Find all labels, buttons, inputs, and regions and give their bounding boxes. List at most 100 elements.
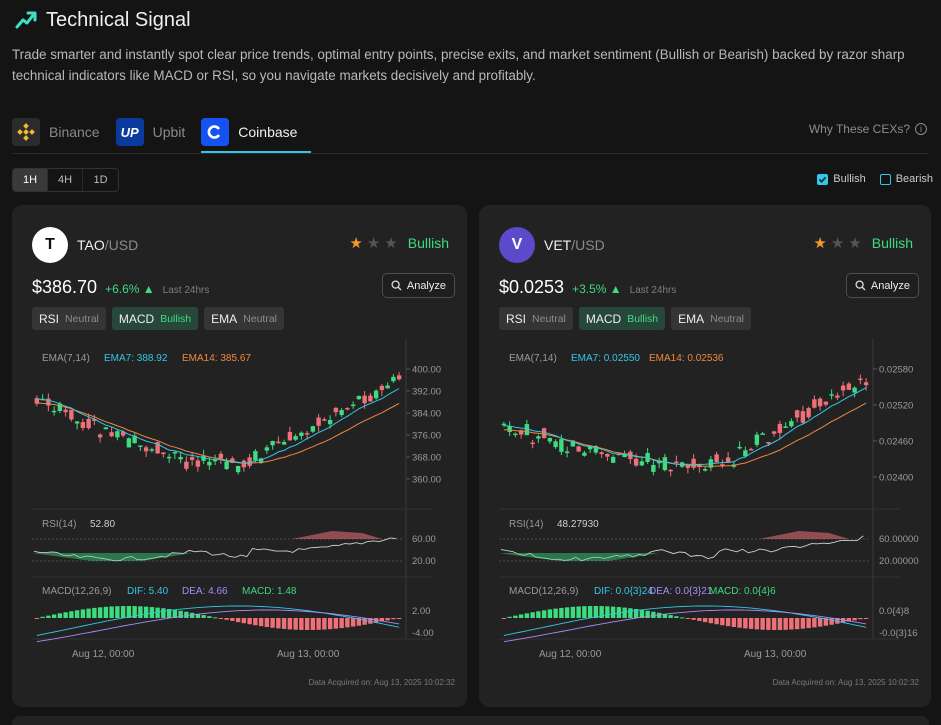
macd-label: MACD(12,26,9) bbox=[509, 586, 578, 597]
price-chart[interactable]: 400.00 392.00 384.00 376.00 368.00 360.00 EMA(… bbox=[32, 339, 452, 674]
macd-histogram-bar bbox=[685, 618, 691, 619]
checkbox-checked-icon[interactable] bbox=[817, 173, 829, 185]
arrow-up-icon: ▲ bbox=[609, 282, 622, 296]
candle-body bbox=[817, 398, 823, 407]
macd-histogram-bar bbox=[172, 609, 178, 618]
candle-body bbox=[570, 440, 576, 447]
macd-histogram-bar bbox=[120, 606, 126, 618]
checkbox-unchecked-icon[interactable] bbox=[879, 173, 891, 185]
macd-histogram-bar bbox=[103, 606, 109, 618]
price-row: $0.0253 +3.5% ▲ Last 24hrs bbox=[499, 277, 676, 298]
rsi-overbought-area bbox=[292, 531, 382, 539]
coinbase-icon bbox=[201, 118, 230, 146]
candle-body bbox=[212, 459, 218, 462]
candle-body bbox=[63, 409, 68, 413]
candle-body bbox=[858, 378, 863, 381]
candle-body bbox=[812, 399, 817, 408]
macd-histogram-bar bbox=[241, 618, 247, 624]
price-tick-label: 360.00 bbox=[412, 475, 441, 486]
dif-value: DIF: 0.0{3}24 bbox=[594, 586, 653, 597]
macd-histogram-bar bbox=[858, 618, 863, 620]
candle-body bbox=[299, 432, 304, 436]
candle-body bbox=[385, 385, 390, 389]
timeframe-1d[interactable]: 1D bbox=[93, 174, 108, 186]
price-tick-label: 0.02460 bbox=[879, 437, 913, 448]
search-icon bbox=[391, 280, 402, 291]
timeframe-4h[interactable]: 4H bbox=[48, 169, 83, 191]
candle-body bbox=[541, 428, 547, 439]
macd-histogram-bar bbox=[189, 612, 195, 618]
macd-histogram-bar bbox=[230, 618, 235, 621]
macd-histogram-bar bbox=[697, 618, 702, 621]
macd-histogram-bar bbox=[138, 606, 143, 618]
indicator-name: RSI bbox=[39, 311, 60, 326]
candle-body bbox=[702, 469, 708, 471]
price-tick-label: 376.00 bbox=[412, 431, 441, 442]
candle-body bbox=[189, 457, 195, 460]
candle-body bbox=[138, 445, 143, 447]
tab-coinbase[interactable]: Coinbase bbox=[201, 112, 312, 153]
rsi-tick-label: 60.00000 bbox=[879, 534, 919, 545]
candle-body bbox=[207, 461, 212, 466]
dea-line bbox=[36, 609, 400, 643]
macd-badge: MACD Bullish bbox=[578, 307, 666, 330]
tab-upbit[interactable]: UP Upbit bbox=[115, 112, 200, 152]
candle-body bbox=[518, 430, 524, 435]
price-tick-label: 392.00 bbox=[412, 387, 441, 398]
candle-body bbox=[224, 461, 229, 470]
candle-body bbox=[74, 421, 80, 424]
macd-histogram-bar bbox=[760, 618, 765, 630]
timeframe-1h[interactable]: 1H bbox=[13, 169, 48, 191]
candle-body bbox=[633, 458, 639, 466]
candle-body bbox=[754, 434, 760, 445]
rsi-value: 52.80 bbox=[90, 519, 115, 530]
filter-bullish[interactable]: Bullish bbox=[817, 173, 866, 185]
candle-body bbox=[195, 460, 201, 467]
pair-header: V VET/USD bbox=[499, 227, 605, 263]
candle-body bbox=[92, 419, 97, 421]
indicator-name: MACD bbox=[585, 311, 622, 326]
price-chart[interactable]: 0.02580 0.02520 0.02460 0.02400 EMA(7,14) EMA… bbox=[499, 339, 919, 674]
why-cex-link[interactable]: Why These CEXs? i bbox=[809, 122, 927, 136]
candle-body bbox=[806, 408, 811, 418]
macd-histogram-bar bbox=[783, 618, 788, 630]
macd-histogram-bar bbox=[806, 618, 811, 629]
macd-histogram-bar bbox=[593, 606, 599, 618]
analyze-button[interactable]: Analyze bbox=[845, 273, 919, 298]
macd-histogram-bar bbox=[863, 618, 869, 619]
candle-body bbox=[771, 431, 777, 434]
pair-header: T TAO/USD bbox=[32, 227, 138, 263]
macd-histogram-bar bbox=[530, 612, 535, 618]
candle-body bbox=[743, 450, 748, 457]
macd-histogram-bar bbox=[702, 618, 708, 623]
macd-histogram-bar bbox=[817, 618, 823, 627]
macd-histogram-bar bbox=[97, 607, 103, 618]
candle-body bbox=[794, 410, 800, 418]
dif-line bbox=[36, 605, 400, 636]
macd-histogram-bar bbox=[276, 618, 281, 629]
macd-histogram-bar bbox=[80, 609, 86, 618]
filter-bearish[interactable]: Bearish bbox=[879, 173, 933, 185]
macd-histogram-bar bbox=[564, 607, 570, 618]
rsi-oversold-area bbox=[499, 553, 659, 561]
candle-body bbox=[161, 452, 166, 455]
tab-binance[interactable]: Binance bbox=[12, 112, 114, 152]
candle-body bbox=[674, 461, 679, 464]
analyze-button[interactable]: Analyze bbox=[381, 273, 455, 298]
macd-histogram-bar bbox=[645, 610, 650, 618]
filter-label: Bullish bbox=[833, 173, 866, 185]
macd-histogram-bar bbox=[92, 607, 97, 618]
time-tick-label: Aug 13, 00:00 bbox=[277, 649, 340, 660]
candle-body bbox=[639, 461, 645, 466]
macd-histogram-bar bbox=[823, 618, 829, 626]
macd-histogram-bar bbox=[57, 613, 63, 618]
macd-histogram-bar bbox=[253, 618, 258, 626]
candle-body bbox=[852, 387, 857, 393]
macd-histogram-bar bbox=[651, 611, 656, 618]
macd-histogram-bar bbox=[725, 618, 731, 627]
exchange-tabs: Binance UP Upbit Coinbase bbox=[12, 112, 313, 153]
tab-label: Upbit bbox=[152, 124, 186, 140]
candle-body bbox=[582, 452, 587, 456]
macd-histogram-bar bbox=[616, 607, 622, 618]
rsi-line bbox=[33, 537, 397, 562]
